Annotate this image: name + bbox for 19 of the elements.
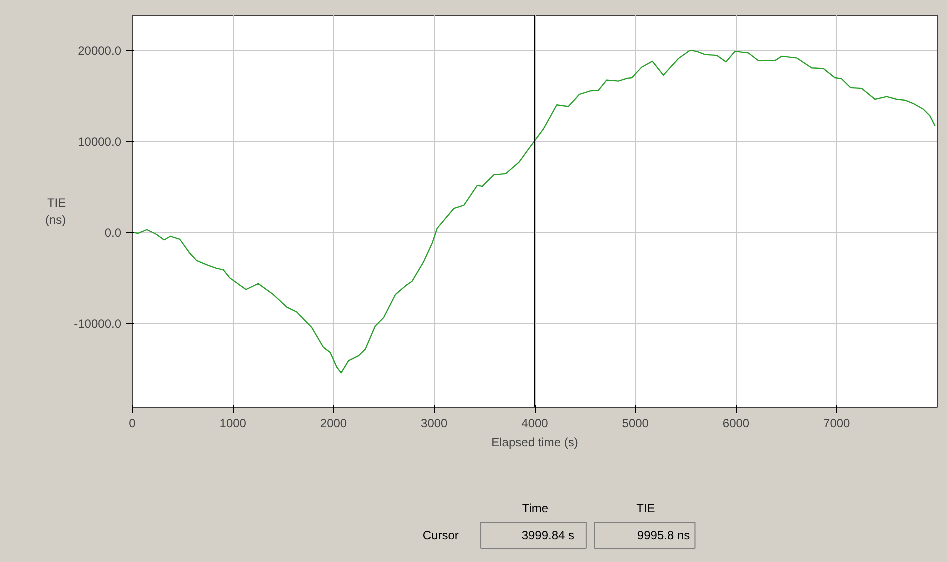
text: TIE (636, 502, 656, 516)
x-tick-label: 5000 (622, 416, 650, 430)
x-tick-label: 4000 (522, 416, 549, 430)
text: Cursor (422, 528, 459, 542)
x-tick-label: 1000 (220, 416, 247, 430)
y-tick-label: 20000.0 (78, 44, 122, 58)
x-tick-label: 6000 (722, 416, 750, 430)
x-axis-title: Elapsed time (s) (492, 436, 578, 450)
text: 9995.8 ns (637, 528, 690, 542)
y-tick-label: 0.0 (104, 226, 122, 240)
text: 3999.84 s (522, 528, 575, 542)
y-tick-label: 10000.0 (78, 135, 122, 150)
x-tick-label: 0 (129, 416, 136, 430)
x-tick-label: 3000 (421, 416, 448, 430)
text: Time (522, 502, 549, 516)
y-axis-title: TIE (ns) (45, 196, 66, 227)
x-tick-label: 7000 (824, 416, 851, 430)
y-tick-label: -10000.0 (74, 317, 122, 332)
x-tick-label: 2000 (320, 416, 348, 430)
